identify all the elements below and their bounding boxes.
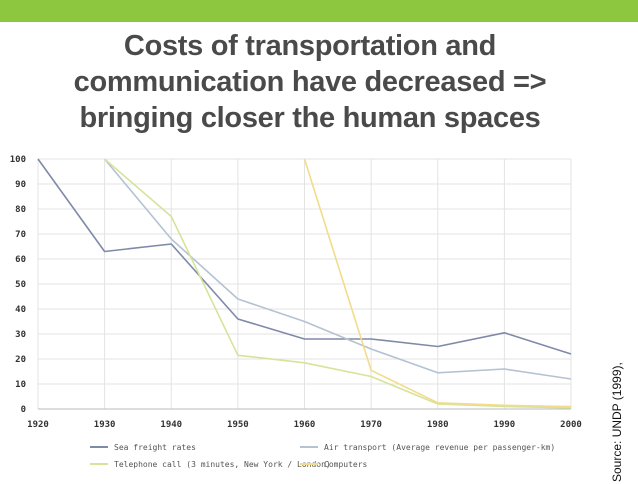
x-tick-label: 1960 xyxy=(294,420,316,430)
x-tick-label: 1990 xyxy=(494,420,516,430)
x-tick-label: 1970 xyxy=(360,420,382,430)
y-tick-label: 40 xyxy=(15,305,26,315)
y-tick-label: 90 xyxy=(15,180,26,190)
y-tick-label: 10 xyxy=(15,380,26,390)
series-line-1 xyxy=(37,158,572,355)
x-tick-label: 1920 xyxy=(27,420,49,430)
chart-grid xyxy=(37,158,572,410)
series-line-3 xyxy=(104,158,572,409)
y-tick-label: 20 xyxy=(15,355,26,365)
source-text: Source: UNDP (1999), xyxy=(610,362,624,482)
legend-label-4: Computers xyxy=(324,460,368,469)
title-line-1: Costs of transportation and xyxy=(123,30,497,62)
y-tick-label: 80 xyxy=(15,205,26,215)
x-axis-ticks: 1920 1930 1940 1950 1960 1970 1980 1990 2000 xyxy=(27,420,582,430)
y-tick-label: 50 xyxy=(15,280,26,290)
title-line-2: communication have decreased => xyxy=(73,66,547,98)
series-line-4 xyxy=(303,158,572,408)
chart-legend: Sea freight rates Air transport (Average … xyxy=(90,443,555,469)
source-note: Source: UNDP (1999), xyxy=(608,214,628,484)
x-tick-label: 1950 xyxy=(227,420,249,430)
y-tick-label: 100 xyxy=(10,155,26,165)
title-line-3: bringing closer the human spaces xyxy=(79,102,541,134)
top-accent-bar xyxy=(0,0,638,22)
y-tick-label: 0 xyxy=(21,405,26,415)
x-tick-label: 1980 xyxy=(427,420,449,430)
y-tick-label: 30 xyxy=(15,330,26,340)
legend-label-1: Sea freight rates xyxy=(114,443,196,452)
legend-label-3: Telephone call (3 minutes, New York / Lo… xyxy=(114,460,331,469)
x-tick-label: 1930 xyxy=(94,420,116,430)
chart-series xyxy=(37,158,572,409)
y-tick-label: 60 xyxy=(15,255,26,265)
x-tick-label: 1940 xyxy=(160,420,182,430)
y-tick-label: 70 xyxy=(15,230,26,240)
legend-label-2: Air transport (Average revenue per passe… xyxy=(324,443,555,452)
series-line-2 xyxy=(103,158,572,380)
y-axis-ticks: 0 10 20 30 40 50 60 70 80 90 100 xyxy=(10,155,26,415)
x-tick-label: 2000 xyxy=(560,420,582,430)
slide-title: Costs of transportation and communicatio… xyxy=(30,28,590,136)
